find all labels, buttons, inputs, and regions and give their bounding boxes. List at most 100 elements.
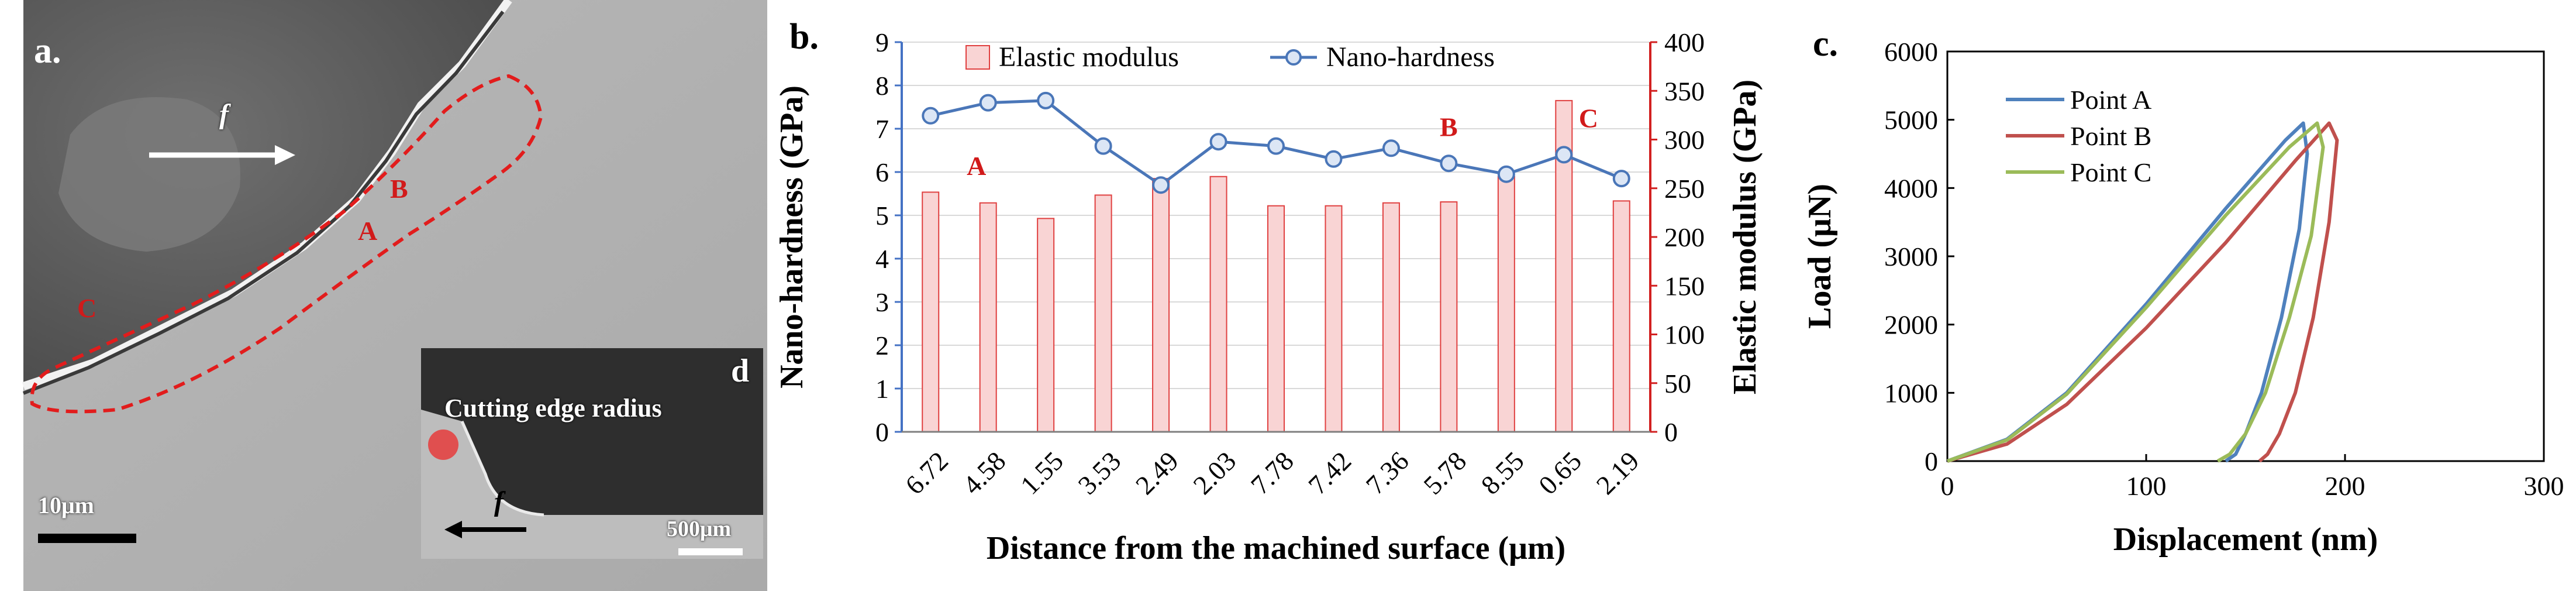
point-nano-hardness (922, 106, 940, 125)
point-nano-hardness (1037, 91, 1055, 109)
legend-label-nano-hardness: Nano-hardness (1326, 42, 1495, 73)
inset-scalebar (678, 548, 743, 555)
left-tick-label: 8 (875, 71, 889, 101)
left-tick-label: 5 (875, 201, 889, 231)
right-tick-label: 200 (1664, 222, 1705, 252)
right-tick-label: 400 (1664, 28, 1705, 57)
y-axis-title-left: Nano-hardness (GPa) (774, 85, 810, 389)
point-nano-hardness (1267, 137, 1285, 155)
y-tick-label: 0 (1925, 446, 1938, 476)
x-tick-label: 7.42 (1302, 446, 1357, 500)
inset-scalebar-label: 500μm (667, 517, 732, 541)
legend-label-point-b: Point B (2070, 121, 2151, 151)
point-nano-hardness (1325, 150, 1343, 168)
x-tick-label: 7.78 (1245, 446, 1299, 500)
x-tick-label: 5.78 (1418, 446, 1472, 500)
point-nano-hardness (1440, 154, 1458, 173)
annotation-a: A (967, 151, 986, 181)
bar-elastic-modulus (1152, 178, 1170, 432)
x-tick-label: 7.36 (1360, 446, 1415, 500)
edge-shadow (22, 11, 505, 395)
y-axis-title: Load (μN) (1802, 184, 1838, 329)
right-tick-label: 0 (1664, 417, 1678, 447)
inset-feed-arrowhead (444, 521, 462, 538)
bar-elastic-modulus (1382, 202, 1400, 432)
right-tick-label: 300 (1664, 125, 1705, 155)
panel-c: c. 0 1000 2000 3000 4000 5000 6000 0 100 200 300 Po… (1789, 0, 2576, 591)
bar-elastic-modulus (1325, 205, 1343, 432)
inset-tool (421, 348, 763, 515)
legend-marker-nano-hardness (1285, 49, 1302, 66)
legend-swatch-elastic-modulus (965, 45, 990, 70)
bar-elastic-modulus (979, 202, 997, 432)
x-axis-title: Distance from the machined surface (μm) (987, 530, 1565, 566)
point-b-marker: B (390, 174, 408, 204)
x-tick-label: 100 (2126, 471, 2167, 501)
panel-b: b. 0 1 2 3 4 5 6 7 8 9 0 50 100 150 200 250 300 350 400 6.7… (767, 0, 1789, 591)
chip-lobe (58, 97, 240, 252)
panel-a-label: a. (34, 31, 61, 71)
annotation-c: C (1579, 104, 1598, 133)
left-tick-label: 2 (875, 331, 889, 360)
left-tick-label: 9 (875, 28, 889, 57)
right-tick-label: 250 (1664, 174, 1705, 204)
bar-elastic-modulus (922, 191, 940, 432)
y-tick-label: 6000 (1884, 37, 1938, 67)
point-nano-hardness (1555, 146, 1573, 164)
left-tick-label: 0 (875, 417, 889, 447)
curve-point-b (1947, 121, 2339, 463)
left-tick-label: 4 (875, 244, 889, 274)
x-tick-label: 4.58 (957, 446, 1012, 500)
curve-point-c (1946, 121, 2325, 463)
x-tick-label: 1.55 (1015, 446, 1069, 500)
scalebar-10um (38, 534, 136, 543)
bar-elastic-modulus (1612, 200, 1630, 432)
bar-elastic-modulus (1209, 176, 1227, 432)
inset-caption: Cutting edge radius (444, 394, 662, 422)
x-tick-label: 2.03 (1187, 446, 1242, 500)
left-tick-label: 3 (875, 287, 889, 317)
x-axis-title: Displacement (nm) (2113, 521, 2378, 558)
y-tick-label: 2000 (1884, 310, 1938, 340)
x-tick-label: 200 (2325, 471, 2365, 501)
point-a-marker: A (358, 216, 378, 246)
right-tick-label: 50 (1664, 369, 1691, 398)
x-tick-label: 2.49 (1130, 446, 1184, 500)
bar-elastic-modulus (1037, 218, 1055, 432)
x-tick-label: 8.55 (1475, 446, 1530, 500)
y-axis-title-right: Elastic modulus (GPa) (1727, 80, 1763, 394)
x-tick-label: 6.72 (899, 446, 954, 500)
x-tick-label: 2.19 (1591, 446, 1645, 500)
x-tick-label: 0.65 (1533, 446, 1587, 500)
feed-symbol: f (219, 99, 229, 130)
point-nano-hardness (1497, 165, 1515, 183)
plot-frame (1946, 50, 2545, 462)
sem-micrograph (22, 0, 767, 591)
x-tick-label: 300 (2524, 471, 2564, 501)
x-tick-label: 0 (1941, 471, 1954, 501)
right-tick-label: 350 (1664, 76, 1705, 106)
hardness-modulus-chart: 0 1 2 3 4 5 6 7 8 9 0 50 100 150 200 250 300 350 400 6.72 4.… (774, 28, 1763, 566)
point-nano-hardness (1209, 133, 1227, 151)
bar-elastic-modulus (1267, 205, 1285, 432)
left-tick-label: 1 (875, 374, 889, 404)
inset-tool-edge (460, 420, 544, 517)
cutting-edge-marker (428, 429, 458, 460)
inset-feed-symbol: f (494, 486, 504, 517)
legend-label-point-c: Point C (2070, 157, 2151, 187)
point-nano-hardness (979, 94, 997, 112)
point-nano-hardness (1612, 170, 1630, 188)
legend-label-elastic-modulus: Elastic modulus (999, 42, 1179, 73)
left-tick-label: 6 (875, 157, 889, 187)
feed-arrowhead (275, 145, 295, 165)
left-tick-label: 7 (875, 114, 889, 144)
y-tick-label: 3000 (1884, 242, 1938, 272)
load-displacement-chart: 0 1000 2000 3000 4000 5000 6000 0 100 200 300 Point… (1802, 37, 2564, 558)
y-tick-label: 4000 (1884, 173, 1938, 203)
point-nano-hardness (1152, 176, 1170, 194)
y-tick-label: 5000 (1884, 105, 1938, 135)
affected-layer-outline (30, 74, 543, 414)
panel-a: a. f A B C 10μm d Cutting edge radius f … (0, 0, 767, 591)
bar-elastic-modulus (1440, 201, 1458, 432)
right-tick-label: 150 (1664, 271, 1705, 301)
